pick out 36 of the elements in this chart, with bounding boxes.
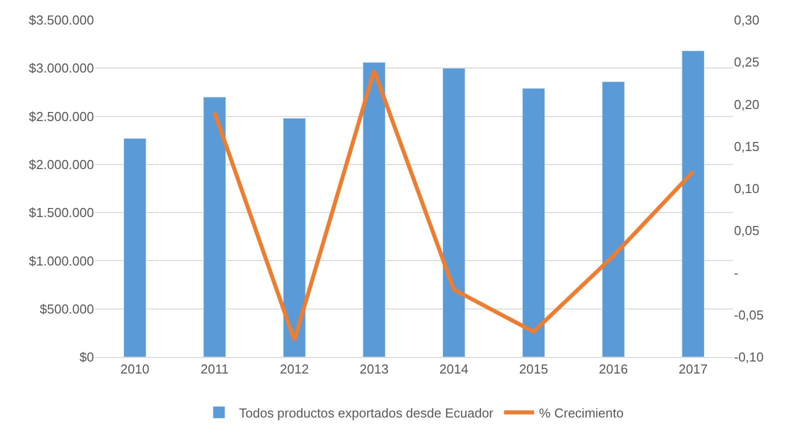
- y-tick-label: $3.500.000: [28, 12, 94, 28]
- y-tick-label: $1.000.000: [28, 253, 94, 268]
- y2-tick-label: 0,10: [734, 181, 760, 196]
- x-tick-label: 2013: [360, 362, 389, 377]
- x-tick-label: 2010: [120, 362, 150, 377]
- y-tick-label: $2.500.000: [28, 108, 94, 124]
- bar: [522, 88, 546, 357]
- y2-tick-label: 0,15: [734, 138, 760, 154]
- bar: [682, 50, 705, 357]
- x-tick-label: 2015: [519, 362, 548, 377]
- x-tick-label: 2011: [200, 362, 229, 377]
- bar: [282, 118, 306, 357]
- y2-tick-label: 0,20: [734, 96, 760, 112]
- y-tick-label: $2.000.000: [28, 156, 94, 172]
- y-tick-label: $0: [80, 350, 94, 365]
- x-tick-label: 2016: [598, 362, 628, 377]
- y-tick-label: $3.000.000: [28, 60, 94, 76]
- y2-tick-label: 0,05: [734, 223, 760, 238]
- y2-tick-label: -: [734, 265, 738, 280]
- legend-label: % Crecimiento: [539, 405, 624, 420]
- y-tick-label: $500.000: [40, 301, 94, 316]
- bar: [203, 96, 226, 357]
- y2-tick-label: -0,10: [734, 350, 764, 365]
- line-series: [212, 68, 696, 342]
- y2-tick-label: 0,30: [734, 12, 760, 28]
- bar: [362, 62, 386, 357]
- bar: [123, 138, 146, 357]
- y-tick-label: $1.500.000: [28, 205, 94, 220]
- bar: [602, 81, 625, 357]
- x-tick-label: 2014: [439, 362, 468, 377]
- y2-tick-label: -0,05: [734, 307, 764, 322]
- x-tick-label: 2017: [678, 362, 708, 377]
- legend-label: Todos productos exportados desde Ecuador: [239, 405, 494, 420]
- x-tick-label: 2012: [280, 362, 309, 377]
- bar: [442, 68, 466, 357]
- y2-tick-label: 0,25: [734, 54, 760, 70]
